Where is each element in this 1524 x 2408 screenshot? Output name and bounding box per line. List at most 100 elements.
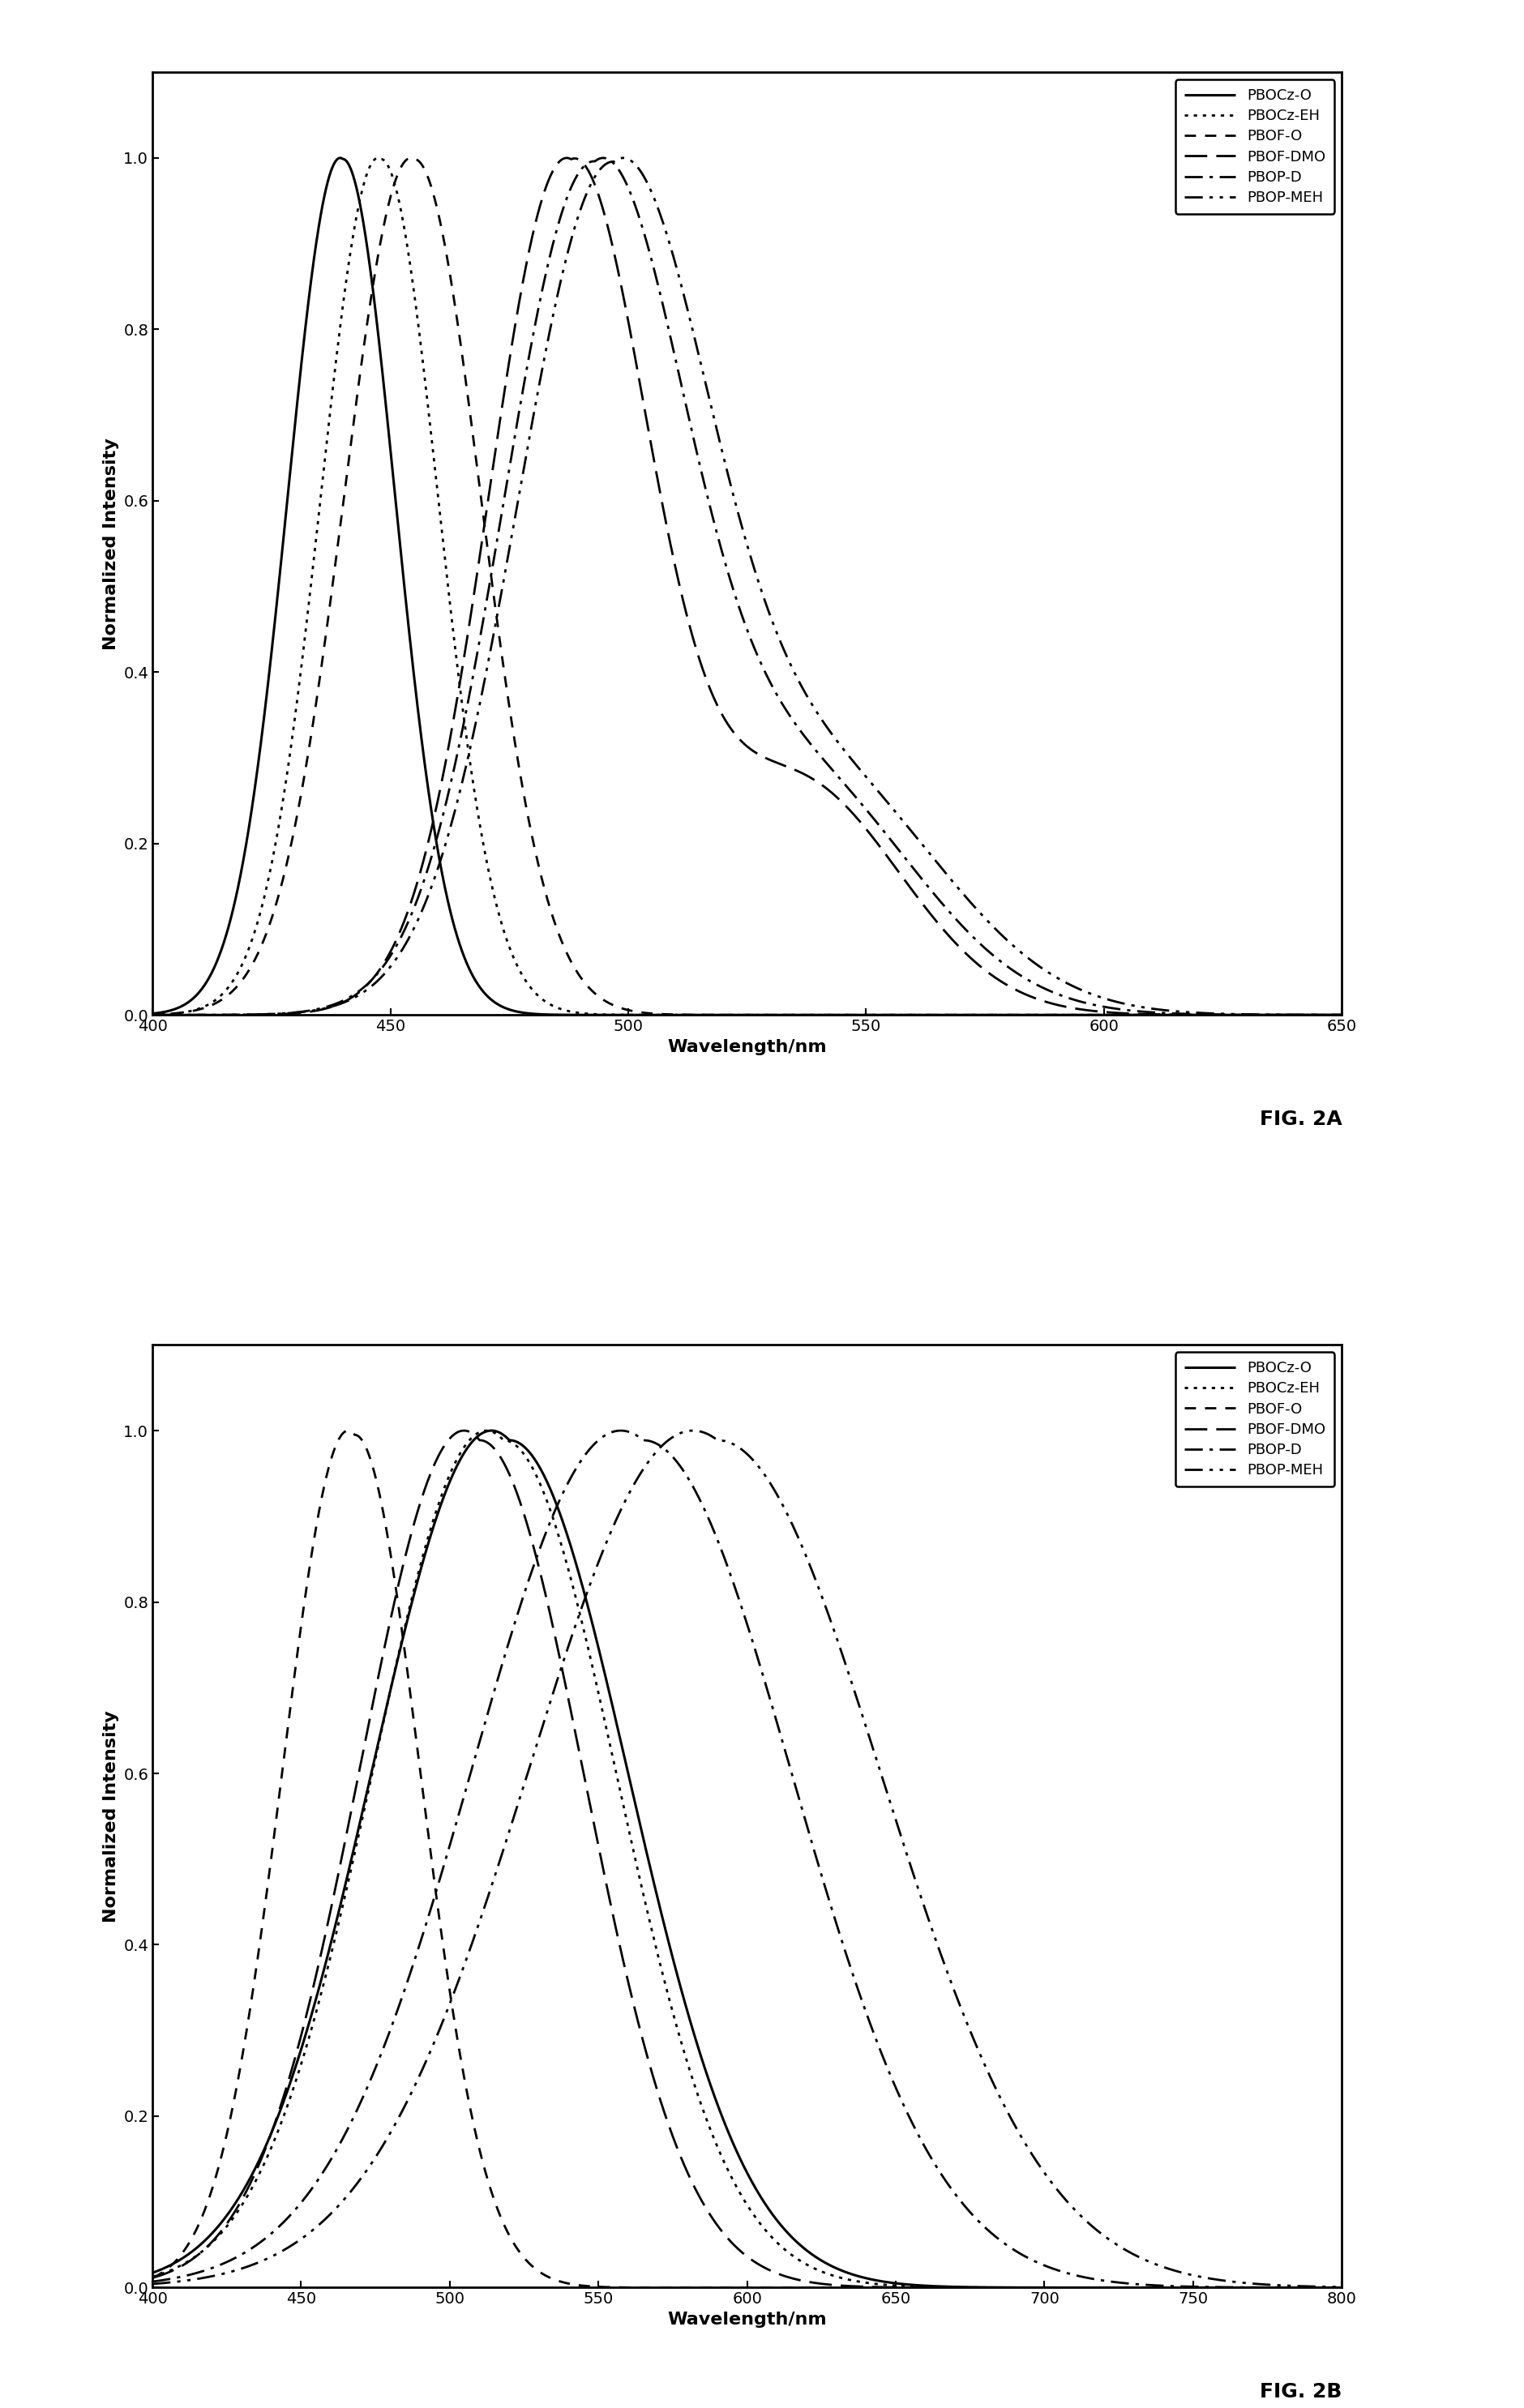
PBOF-O xyxy=(143,999,162,1028)
PBOP-D xyxy=(1309,999,1327,1028)
PBOF-DMO xyxy=(558,144,576,173)
PBOCz-O xyxy=(1309,999,1327,1028)
PBOF-O xyxy=(599,990,617,1019)
PBOP-MEH xyxy=(597,1527,616,1556)
PBOF-DMO xyxy=(1120,2273,1138,2302)
Text: FIG. 2B: FIG. 2B xyxy=(1259,2382,1341,2401)
PBOCz-EH xyxy=(143,2261,162,2290)
PBOCz-O xyxy=(856,2264,875,2292)
PBOP-MEH xyxy=(599,149,617,178)
PBOF-DMO xyxy=(856,2273,875,2302)
PBOP-D xyxy=(143,999,162,1028)
Line: PBOF-O: PBOF-O xyxy=(152,1430,1341,2288)
PBOCz-EH xyxy=(1181,999,1199,1028)
Line: PBOP-MEH: PBOP-MEH xyxy=(152,1430,1341,2288)
PBOF-O xyxy=(1332,999,1350,1028)
PBOCz-EH xyxy=(597,1717,616,1746)
PBOF-O xyxy=(1030,2273,1049,2302)
PBOF-DMO xyxy=(1332,2273,1350,2302)
PBOP-MEH xyxy=(1120,2239,1138,2268)
PBOCz-O xyxy=(1181,999,1199,1028)
Line: PBOCz-EH: PBOCz-EH xyxy=(152,1430,1341,2288)
PBOCz-EH xyxy=(1332,999,1350,1028)
PBOF-O xyxy=(143,2264,162,2292)
PBOP-D xyxy=(856,1999,875,2028)
PBOP-D xyxy=(1332,2273,1350,2302)
PBOF-DMO xyxy=(651,479,669,508)
PBOP-MEH xyxy=(349,980,367,1009)
PBOP-D xyxy=(599,144,617,173)
PBOCz-EH xyxy=(651,999,669,1028)
PBOCz-O xyxy=(351,185,369,214)
PBOCz-O xyxy=(599,999,617,1028)
PBOF-DMO xyxy=(1030,2273,1049,2302)
PBOCz-EH xyxy=(279,751,297,780)
PBOF-DMO xyxy=(1181,999,1199,1028)
PBOF-DMO xyxy=(143,2264,162,2292)
PBOCz-EH xyxy=(856,2268,875,2297)
PBOP-MEH xyxy=(279,999,297,1028)
PBOP-MEH xyxy=(143,999,162,1028)
PBOCz-O xyxy=(597,1669,616,1698)
PBOCz-EH xyxy=(1120,2273,1138,2302)
PBOP-D xyxy=(593,144,611,173)
X-axis label: Wavelength/nm: Wavelength/nm xyxy=(668,2312,826,2329)
PBOP-D xyxy=(360,2071,378,2100)
PBOP-D xyxy=(597,1421,616,1450)
PBOP-D xyxy=(349,978,367,1007)
PBOP-D xyxy=(1120,2268,1138,2297)
PBOP-D xyxy=(1030,2249,1049,2278)
PBOCz-O xyxy=(1332,999,1350,1028)
PBOP-MEH xyxy=(916,1898,934,1926)
PBOF-O xyxy=(916,2273,934,2302)
PBOCz-EH xyxy=(477,1416,495,1445)
PBOP-MEH xyxy=(360,2153,378,2182)
PBOF-O xyxy=(1332,2273,1350,2302)
PBOCz-O xyxy=(279,477,297,506)
PBOCz-O xyxy=(651,999,669,1028)
PBOCz-O xyxy=(1120,2273,1138,2302)
Line: PBOCz-O: PBOCz-O xyxy=(152,159,1341,1014)
PBOF-DMO xyxy=(1332,999,1350,1028)
PBOP-MEH xyxy=(1332,999,1350,1028)
PBOF-O xyxy=(338,1416,357,1445)
Line: PBOP-D: PBOP-D xyxy=(152,159,1341,1014)
PBOF-O xyxy=(279,843,297,872)
PBOF-O xyxy=(856,2273,875,2302)
PBOP-D xyxy=(279,999,297,1028)
Text: FIG. 2A: FIG. 2A xyxy=(1259,1110,1341,1129)
PBOF-O xyxy=(1181,999,1199,1028)
PBOF-DMO xyxy=(597,1873,616,1902)
PBOP-D xyxy=(143,2268,162,2297)
PBOCz-O xyxy=(143,2259,162,2288)
PBOP-D xyxy=(1332,999,1350,1028)
Line: PBOP-D: PBOP-D xyxy=(152,1430,1341,2288)
PBOCz-O xyxy=(1332,2273,1350,2302)
Y-axis label: Normalized Intensity: Normalized Intensity xyxy=(102,1710,119,1922)
Line: PBOCz-O: PBOCz-O xyxy=(152,1430,1341,2288)
PBOCz-O xyxy=(360,1770,378,1799)
PBOF-DMO xyxy=(349,978,367,1007)
PBOF-DMO xyxy=(279,999,297,1028)
PBOP-MEH xyxy=(856,1712,875,1741)
Y-axis label: Normalized Intensity: Normalized Intensity xyxy=(102,438,119,650)
X-axis label: Wavelength/nm: Wavelength/nm xyxy=(668,1038,826,1055)
PBOCz-EH xyxy=(349,190,367,219)
PBOP-MEH xyxy=(1030,2153,1049,2182)
PBOCz-O xyxy=(1030,2273,1049,2302)
PBOF-DMO xyxy=(1309,999,1327,1028)
Line: PBOP-MEH: PBOP-MEH xyxy=(152,159,1341,1014)
PBOP-MEH xyxy=(1181,997,1199,1026)
Line: PBOF-DMO: PBOF-DMO xyxy=(152,1430,1341,2288)
PBOF-O xyxy=(651,999,669,1028)
Line: PBOF-O: PBOF-O xyxy=(152,159,1341,1014)
PBOCz-EH xyxy=(1332,2273,1350,2302)
PBOF-O xyxy=(360,1440,378,1469)
PBOCz-EH xyxy=(916,2273,934,2302)
PBOF-DMO xyxy=(454,1416,472,1445)
PBOF-DMO xyxy=(143,999,162,1028)
PBOF-O xyxy=(1120,2273,1138,2302)
PBOCz-EH xyxy=(1030,2273,1049,2302)
PBOF-O xyxy=(597,2273,616,2302)
PBOCz-EH xyxy=(369,144,387,173)
